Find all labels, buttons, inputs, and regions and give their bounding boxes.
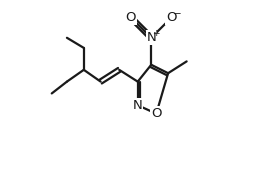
Text: O: O [166, 11, 177, 24]
Text: O: O [151, 107, 162, 120]
Text: −: − [173, 9, 181, 19]
Text: N: N [133, 99, 143, 112]
Text: N: N [146, 31, 156, 44]
Text: O: O [126, 11, 136, 24]
Text: +: + [152, 29, 159, 38]
